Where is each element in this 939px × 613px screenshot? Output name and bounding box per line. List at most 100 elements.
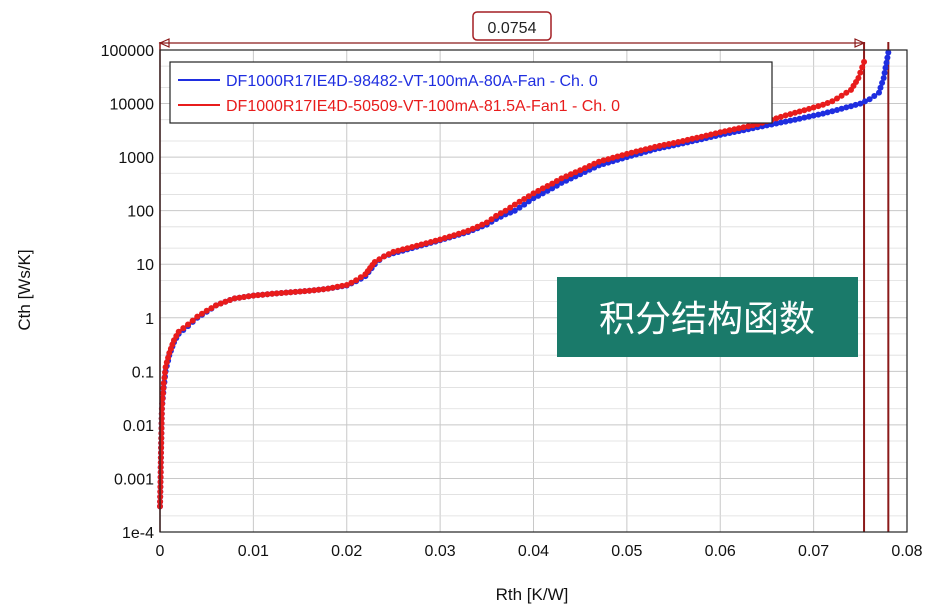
series-2-point <box>159 400 166 407</box>
series-2-point <box>642 146 649 153</box>
series-2-point <box>511 201 518 208</box>
series-2-point <box>792 109 798 116</box>
series-2-point <box>563 173 570 180</box>
series-2-point <box>175 328 182 335</box>
y-tick-label: 1e-4 <box>122 525 154 542</box>
series-2-point <box>535 187 542 194</box>
series-1-point <box>820 110 826 117</box>
series-1-point <box>806 113 812 120</box>
series-2-point <box>581 165 588 172</box>
series-2-point <box>381 253 388 260</box>
series-2-point <box>404 245 411 252</box>
series-2-point <box>815 103 822 110</box>
series-2-point <box>217 300 224 307</box>
series-2-point <box>334 283 341 290</box>
series-1-point <box>549 185 556 192</box>
series-1-point <box>879 79 886 86</box>
x-tick-label: 0.04 <box>518 543 549 560</box>
series-2-point <box>418 241 425 248</box>
series-1-point <box>763 122 770 129</box>
y-tick-label: 1000 <box>118 150 154 167</box>
series-2-point <box>796 108 803 115</box>
series-1-point <box>535 192 542 199</box>
series-2-point <box>661 141 668 148</box>
series-2-point <box>665 141 672 147</box>
series-2-point <box>721 128 728 135</box>
series-2-point <box>479 221 486 228</box>
series-1-point <box>773 120 780 127</box>
series-2-point <box>516 198 523 205</box>
series-2-point <box>157 469 164 476</box>
series-2-point <box>325 285 332 292</box>
series-1-point <box>834 107 840 113</box>
series-2-point <box>670 140 677 146</box>
series-2-point <box>162 369 168 376</box>
delta-arrow-right-head <box>854 38 866 48</box>
series-2-point <box>525 193 532 200</box>
series-1-point <box>824 109 831 116</box>
y-tick-label: 100000 <box>101 43 154 60</box>
series-2-point <box>787 111 794 118</box>
legend-entry-series-2[interactable]: DF1000R17IE4D-50509-VT-100mA-81.5A-Fan1 … <box>226 98 620 115</box>
series-2-point <box>801 107 808 114</box>
series-2-point <box>199 310 205 317</box>
series-2-point <box>399 246 406 253</box>
series-1-point <box>862 98 868 105</box>
series-1-point <box>530 195 537 202</box>
series-1-point <box>885 49 892 56</box>
series-2-point <box>838 92 845 99</box>
series-2-point <box>189 317 196 324</box>
series-2-point <box>241 294 247 300</box>
series-2-point <box>777 113 784 120</box>
series-2-point <box>614 153 621 160</box>
series-2-point <box>390 248 397 255</box>
series-2-point <box>675 139 682 145</box>
series-2-point <box>684 136 691 143</box>
series-2-point <box>222 298 229 305</box>
series-2-point <box>469 225 476 232</box>
series-2-point <box>843 89 850 96</box>
series-2-point <box>782 112 789 119</box>
series-2-point <box>297 288 304 295</box>
series-1-point <box>810 112 817 119</box>
series-2-point <box>376 256 383 263</box>
x-tick-label: 0.06 <box>705 543 736 560</box>
series-1-point <box>871 93 878 99</box>
series-2-point <box>731 126 738 133</box>
series-2-point <box>679 138 686 144</box>
badge-label: 积分结构函数 <box>599 299 815 340</box>
series-1-point <box>857 100 864 107</box>
series-2-point <box>572 169 579 176</box>
series-1-point <box>558 179 565 186</box>
series-2-point <box>208 305 215 312</box>
series-2-point <box>292 288 299 295</box>
y-tick-label: 100 <box>127 204 154 221</box>
legend-entry-series-1[interactable]: DF1000R17IE4D-98482-VT-100mA-80A-Fan - C… <box>226 73 598 90</box>
series-2-point <box>157 459 164 466</box>
series-2-point <box>712 130 719 137</box>
series-2-point <box>773 115 780 122</box>
series-2-point <box>250 292 257 299</box>
series-2-point <box>348 279 355 286</box>
series-2-point <box>549 180 556 187</box>
series-2-point <box>446 233 453 240</box>
series-1-point <box>884 54 891 61</box>
series-2-point <box>637 147 644 154</box>
series-2-point <box>264 291 271 298</box>
series-2-point <box>855 75 862 81</box>
series-2-point <box>357 274 364 281</box>
series-2-point <box>451 232 458 239</box>
y-axis-label: Cth [Ws/K] <box>15 249 34 330</box>
x-tick-label: 0.02 <box>331 543 362 560</box>
series-2-point <box>859 64 866 71</box>
series-2-point <box>600 157 607 164</box>
legend[interactable]: DF1000R17IE4D-98482-VT-100mA-80A-Fan - C… <box>169 61 773 124</box>
series-1-point <box>516 204 523 211</box>
series-2-point <box>413 242 420 249</box>
y-tick-label: 10000 <box>110 97 155 114</box>
series-2-point <box>824 100 831 106</box>
structure-function-badge: 积分结构函数 <box>557 277 858 357</box>
series-1-point <box>852 101 859 108</box>
series-1-point <box>525 198 532 205</box>
series-2-point <box>287 289 294 296</box>
